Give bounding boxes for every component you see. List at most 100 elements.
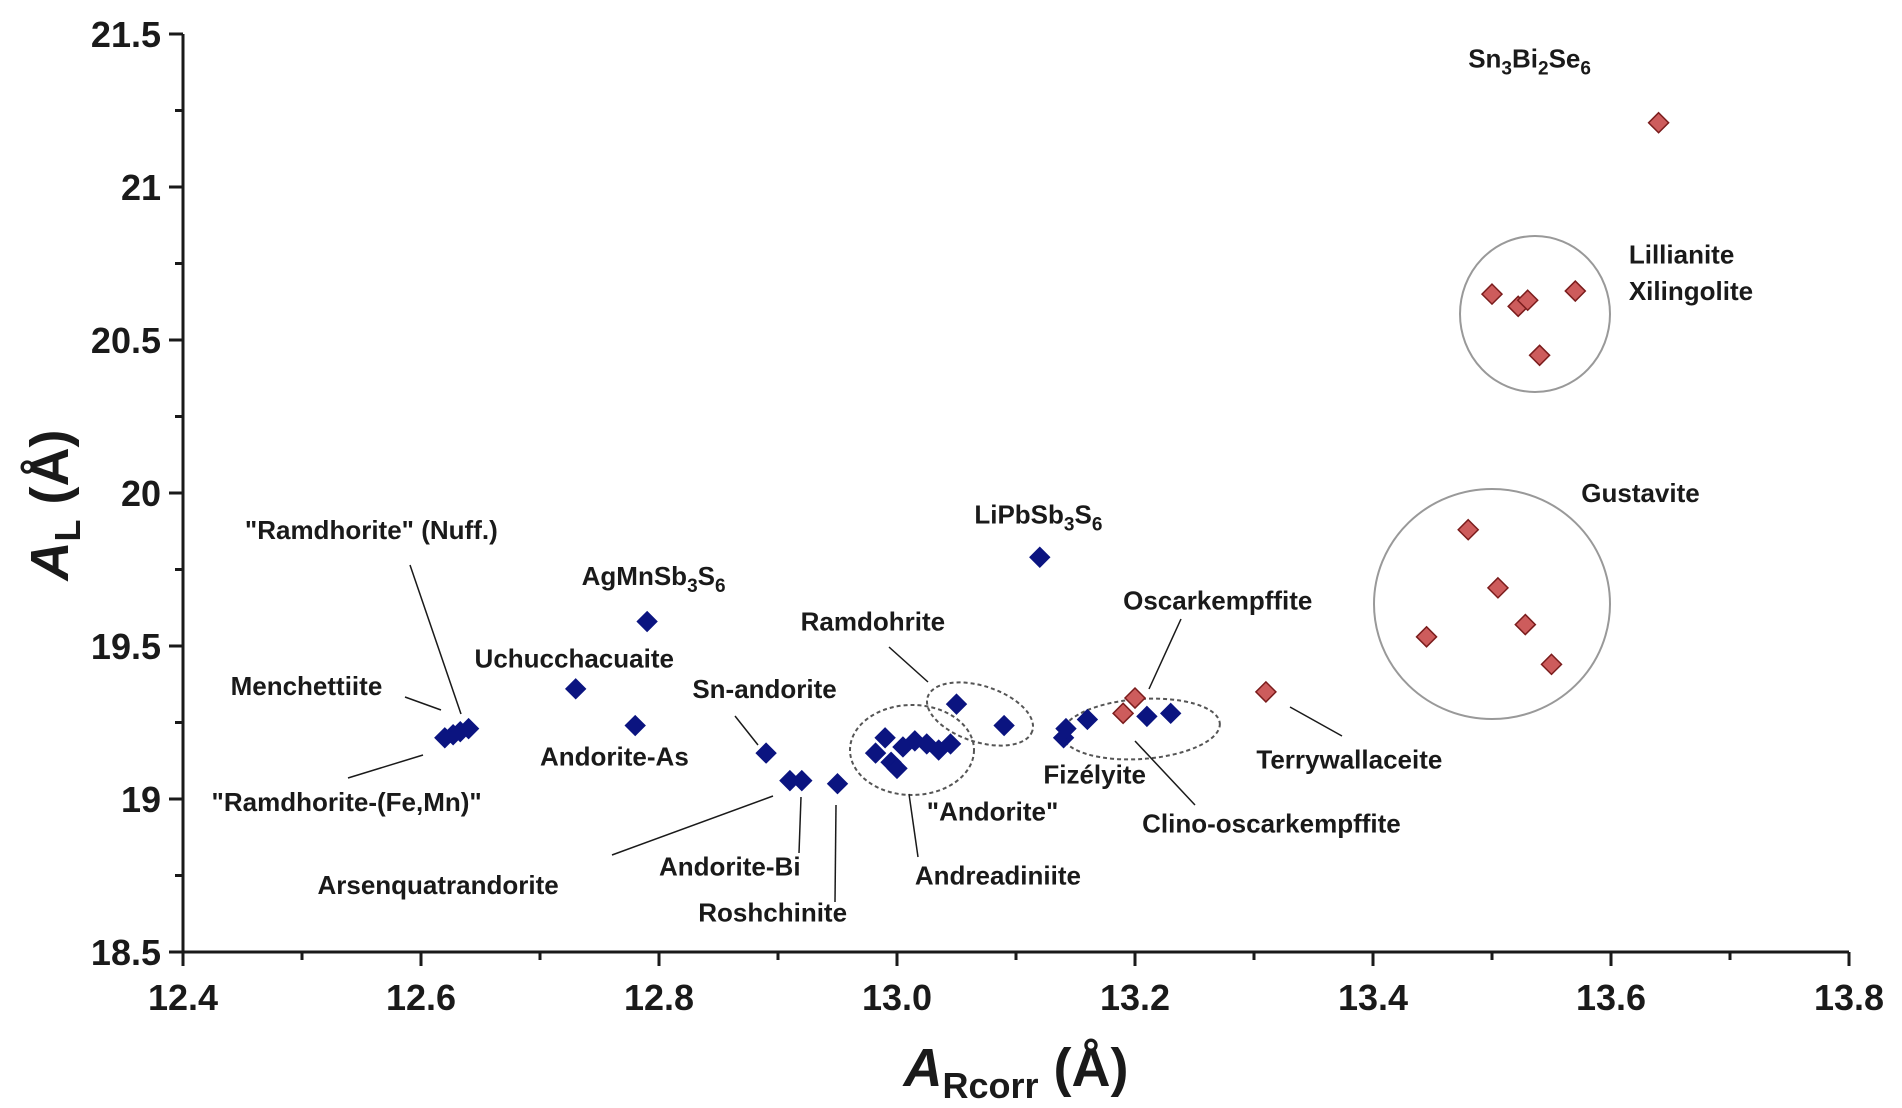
annotation-terrywallaceite: Terrywallaceite — [1256, 744, 1442, 774]
annotation-labels: Sn3Bi2Se6 Lillianite Xilingolite Gustavite L… — [212, 44, 1754, 928]
data-point-blue — [1076, 708, 1099, 731]
y-tick-label: 20 — [121, 473, 161, 514]
data-point-blue — [945, 693, 968, 715]
data-point-blue — [939, 733, 962, 755]
annotation-andorite-bi: Andorite-Bi — [659, 852, 801, 882]
annotation-ramdhorite-nuff: "Ramdhorite" (Nuff.) — [245, 515, 498, 545]
annotation-fizelyite: Fizélyite — [1043, 760, 1146, 790]
annotation-andorite: "Andorite" — [927, 796, 1059, 826]
arrow-clino-oscarkempffite — [1134, 740, 1196, 806]
annotation-clino-oscarkempffite: Clino-oscarkempffite — [1142, 809, 1401, 839]
data-point-blue — [864, 742, 887, 764]
annotation-oscarkempffite: Oscarkempffite — [1123, 585, 1312, 615]
data-point-blue — [826, 772, 849, 795]
x-tick-labels: 12.4 12.6 12.8 13.0 13.2 13.4 13.6 13.8 — [148, 977, 1884, 1018]
annotation-sn3bi2se6: Sn3Bi2Se6 — [1468, 44, 1591, 80]
andorite-group-ellipse — [849, 704, 975, 796]
y-axis-title-rest: (Å) — [20, 430, 80, 520]
annotation-arrows — [347, 564, 1343, 903]
x-tick-label: 13.0 — [862, 977, 932, 1018]
annotation-ramdohrite: Ramdohrite — [801, 607, 945, 637]
data-point-red — [1457, 518, 1480, 541]
x-tick-label: 12.4 — [148, 977, 218, 1018]
data-points — [434, 111, 1670, 795]
annotation-lillianite: Lillianite — [1629, 240, 1734, 270]
gustavite-group-circle — [1373, 488, 1611, 720]
annotation-lipbsb3s6: LiPbSb3S6 — [974, 500, 1102, 536]
y-tick-label: 18.5 — [91, 932, 161, 973]
y-tick-label: 19.5 — [91, 626, 161, 667]
x-axis-title-rest: (Å) — [1039, 1038, 1129, 1098]
x-tick-label: 13.6 — [1576, 977, 1646, 1018]
y-tick-label: 21 — [121, 167, 161, 208]
group-ellipses — [849, 235, 1611, 796]
data-point-blue — [874, 727, 896, 749]
data-point-blue — [1136, 705, 1158, 728]
arrow-terrywallaceite — [1289, 706, 1343, 737]
data-point-red — [1528, 344, 1551, 367]
data-point-red — [1123, 686, 1147, 710]
data-point-blue — [993, 714, 1015, 737]
data-point-red — [1486, 576, 1510, 599]
x-axis-title: ARcorr (Å) — [902, 1038, 1129, 1106]
data-point-red — [1540, 653, 1563, 676]
arrow-ramdohrite — [888, 646, 929, 683]
arrow-ramdhorite-nuff — [409, 564, 462, 715]
annotation-andorite-as: Andorite-As — [540, 741, 689, 771]
arrow-sn-andorite — [734, 715, 759, 746]
annotation-menchettiite: Menchettiite — [231, 671, 383, 701]
x-axis-title-main: A — [902, 1038, 943, 1098]
data-point-red — [1564, 279, 1587, 303]
arrow-andorite-bi — [798, 796, 802, 854]
annotation-sn-andorite: Sn-andorite — [692, 674, 836, 704]
data-point-blue — [564, 678, 587, 700]
data-point-red — [1112, 702, 1135, 725]
data-point-blue — [624, 714, 646, 737]
data-point-blue — [1055, 717, 1077, 740]
data-point-red — [1415, 625, 1438, 648]
data-point-blue — [886, 757, 908, 780]
x-axis-title-sub: Rcorr — [943, 1065, 1039, 1106]
annotation-arsenquatrandorite: Arsenquatrandorite — [317, 870, 558, 900]
x-tick-label: 13.4 — [1338, 977, 1408, 1018]
annotation-andreadiniite: Andreadiniite — [915, 861, 1081, 891]
data-point-red — [1647, 111, 1670, 134]
data-point-blue — [1159, 702, 1182, 725]
annotation-ramdhorite-femn: "Ramdhorite-(Fe,Mn)" — [212, 787, 482, 817]
data-point-blue — [791, 769, 813, 792]
x-tick-label: 13.2 — [1100, 977, 1170, 1018]
y-axis-title-sub: L — [47, 519, 88, 541]
data-point-red — [1514, 613, 1537, 636]
x-tick-label: 13.8 — [1814, 977, 1884, 1018]
fizelyite-group-ellipse — [1061, 697, 1221, 761]
y-tick-labels: 18.5 19 19.5 20 20.5 21 21.5 — [91, 14, 161, 973]
arrow-oscarkempffite — [1148, 618, 1182, 690]
y-axis: 18.5 19 19.5 20 20.5 21 21.5 AL (Å) — [20, 14, 185, 973]
data-point-blue — [457, 717, 480, 740]
y-tick-label: 19 — [121, 779, 161, 820]
annotation-xilingolite: Xilingolite — [1629, 276, 1753, 306]
x-tick-label: 12.8 — [624, 977, 694, 1018]
data-point-blue — [636, 610, 658, 633]
annotation-gustavite: Gustavite — [1581, 478, 1700, 508]
annotation-roshchinite: Roshchinite — [698, 897, 847, 927]
annotation-uchucchacuaite: Uchucchacuaite — [475, 643, 674, 673]
data-point-blue — [755, 742, 777, 764]
y-tick-label: 21.5 — [91, 14, 161, 55]
ramdohrite-group-ellipse — [925, 681, 1035, 747]
y-axis-title-main: A — [20, 541, 80, 582]
annotation-agmnsb3s6: AgMnSb3S6 — [582, 561, 726, 597]
lillianite-group-circle — [1459, 235, 1611, 393]
x-tick-label: 12.6 — [386, 977, 456, 1018]
arrow-menchettiite — [404, 696, 442, 711]
y-ticks — [169, 32, 183, 954]
arrow-roshchinite — [834, 804, 837, 903]
y-axis-title: AL (Å) — [20, 430, 88, 583]
y-tick-label: 20.5 — [91, 320, 161, 361]
data-point-red — [1480, 283, 1504, 306]
x-axis: 12.4 12.6 12.8 13.0 13.2 13.4 13.6 13.8 ARcorr … — [148, 950, 1884, 1106]
x-ticks — [181, 952, 1851, 966]
data-point-blue — [1029, 546, 1051, 568]
arrow-andreadiniite — [908, 793, 919, 858]
